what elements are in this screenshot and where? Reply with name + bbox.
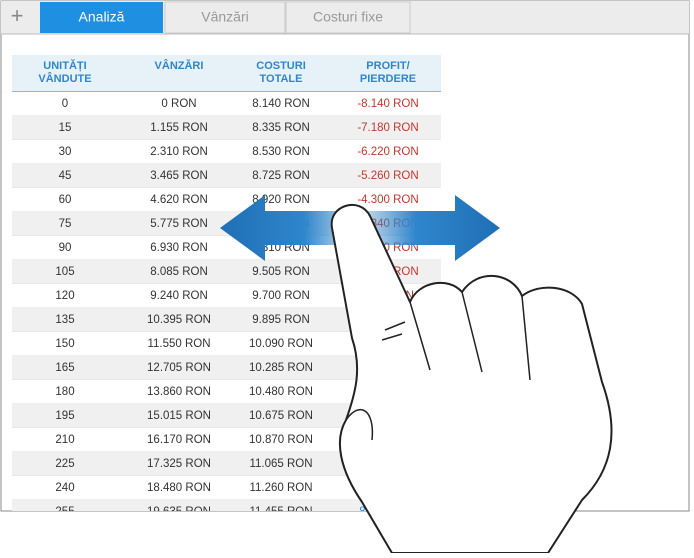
cell: -7.180 RON xyxy=(357,122,418,134)
cell: 8.140 RON xyxy=(252,98,310,110)
table-row xyxy=(12,188,441,212)
cell: 60 xyxy=(59,194,72,206)
cell: 225 xyxy=(55,458,74,470)
cell: 15 xyxy=(59,122,72,134)
cell: 150 xyxy=(55,338,74,350)
cell: 75 xyxy=(59,218,72,230)
cell: 1.155 RON xyxy=(150,122,208,134)
cell: 10.285 RON xyxy=(249,362,313,374)
cell: 8.085 RON xyxy=(150,266,208,278)
hand-creases xyxy=(345,291,531,441)
column-header: VÂNDUTE xyxy=(38,72,91,85)
column-header: VÂNZĂRI xyxy=(155,59,204,72)
cell: 8.920 RON xyxy=(252,194,310,206)
cell: 9.700 RON xyxy=(252,290,310,302)
cell: 90 xyxy=(59,242,72,254)
cell: 135 xyxy=(55,314,74,326)
cell: 3.465 RON xyxy=(150,170,208,182)
cell: 9.310 RON xyxy=(252,242,310,254)
cell: -5.260 RON xyxy=(357,170,418,182)
column-header: UNITĂȚI xyxy=(43,59,86,72)
cell: 105 xyxy=(55,266,74,278)
cell: 10.395 RON xyxy=(147,314,211,326)
column-header: PIERDERE xyxy=(360,73,416,85)
cell: 10.870 RON xyxy=(249,434,313,446)
cell: 0 RON xyxy=(161,98,196,110)
tab[interactable] xyxy=(164,1,286,34)
cell: 4.620 RON xyxy=(150,194,208,206)
cell: 240 xyxy=(55,482,74,494)
cell: 9.240 RON xyxy=(150,290,208,302)
cell: 19.635 RON xyxy=(147,506,211,518)
cell: 16.170 RON xyxy=(147,434,211,446)
column-header: TOTALE xyxy=(260,73,303,85)
cell: 17.325 RON xyxy=(147,458,211,470)
cell: 6.930 RON xyxy=(150,242,208,254)
cell: 11.550 RON xyxy=(147,338,210,350)
cell: 165 xyxy=(55,362,74,374)
tab-label[interactable]: Vânzări xyxy=(201,9,248,25)
table-row xyxy=(12,92,441,116)
cell: 2.310 RON xyxy=(150,146,208,158)
cell: 8.725 RON xyxy=(252,170,310,182)
table-row xyxy=(12,500,441,511)
cell: -4.300 RON xyxy=(357,194,418,206)
cell: 0 xyxy=(62,98,68,110)
cell: 9.505 RON xyxy=(252,266,310,278)
cell: 15.015 RON xyxy=(147,410,211,422)
tab-label[interactable]: Analiză xyxy=(79,9,125,25)
cell: 195 xyxy=(55,410,74,422)
cell: 120 xyxy=(55,290,74,302)
add-button[interactable]: + xyxy=(11,3,24,28)
cell: 30 xyxy=(59,146,72,158)
header-row xyxy=(12,55,441,92)
cell: 18.480 RON xyxy=(147,482,211,494)
tab-active[interactable] xyxy=(40,2,163,33)
cell: 45 xyxy=(59,170,72,182)
cell: 9.895 RON xyxy=(252,314,310,326)
cell: 10.675 RON xyxy=(249,410,313,422)
cell: 5.775 RON xyxy=(150,218,208,230)
cell: 12.705 RON xyxy=(147,362,211,374)
cell: 210 xyxy=(55,434,74,446)
hand xyxy=(330,204,613,554)
cell: 180 xyxy=(55,386,74,398)
cell: 11.260 RON xyxy=(249,482,312,494)
table-row xyxy=(12,140,441,164)
tab-label[interactable]: Costuri fixe xyxy=(313,9,383,25)
cell: 8.335 RON xyxy=(252,122,310,134)
cell: 11.065 RON xyxy=(249,458,312,470)
cell: 8.530 RON xyxy=(252,146,310,158)
cell: 11.455 RON xyxy=(249,506,312,518)
column-header: COSTURI xyxy=(256,60,306,72)
table-row xyxy=(12,164,441,188)
cell: -6.220 RON xyxy=(357,146,418,158)
tab[interactable] xyxy=(285,1,411,34)
cell: 13.860 RON xyxy=(147,386,211,398)
cell: 255 xyxy=(55,506,74,518)
column-header: PROFIT/ xyxy=(366,60,409,72)
table-row xyxy=(12,116,441,140)
cell: 10.480 RON xyxy=(249,386,313,398)
cell: 10.090 RON xyxy=(249,338,313,350)
cell: -8.140 RON xyxy=(357,98,418,110)
